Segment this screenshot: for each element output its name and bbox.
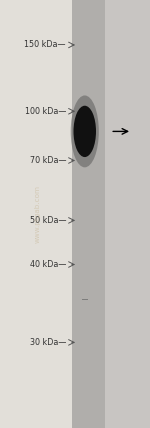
Ellipse shape [74, 106, 96, 157]
Text: www.ptgab.com: www.ptgab.com [34, 185, 40, 243]
Bar [0, 0, 72, 428]
Bar [72, 0, 105, 428]
Text: 70 kDa—: 70 kDa— [30, 156, 66, 165]
Text: 100 kDa—: 100 kDa— [25, 107, 66, 116]
Text: 30 kDa—: 30 kDa— [30, 338, 66, 347]
Text: 150 kDa—: 150 kDa— [24, 40, 66, 50]
Text: 40 kDa—: 40 kDa— [30, 260, 66, 269]
Text: 50 kDa—: 50 kDa— [30, 216, 66, 225]
Ellipse shape [71, 95, 99, 167]
